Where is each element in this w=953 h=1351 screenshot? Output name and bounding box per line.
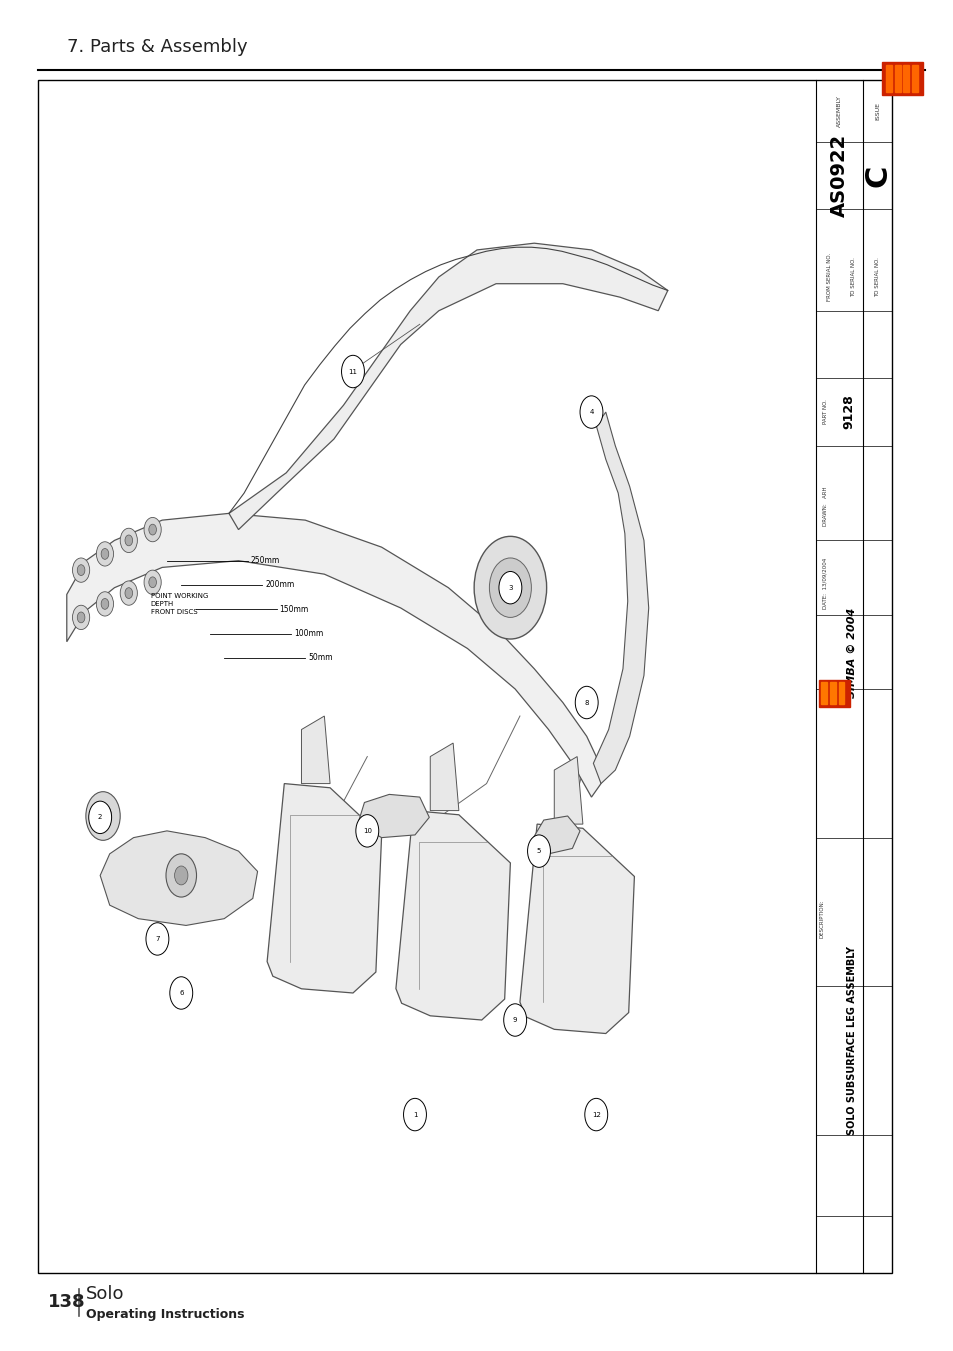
Text: DESCRIPTION:: DESCRIPTION: <box>819 900 824 938</box>
Polygon shape <box>529 816 579 854</box>
Text: TO SERIAL NO.: TO SERIAL NO. <box>874 257 880 297</box>
Polygon shape <box>267 784 381 993</box>
Circle shape <box>575 686 598 719</box>
Polygon shape <box>430 743 458 811</box>
Circle shape <box>527 835 550 867</box>
Circle shape <box>96 542 113 566</box>
Polygon shape <box>229 243 667 530</box>
Circle shape <box>72 605 90 630</box>
Text: 10: 10 <box>362 828 372 834</box>
Circle shape <box>94 804 112 828</box>
Text: 11: 11 <box>348 369 357 374</box>
Text: DRAWN:   ARH: DRAWN: ARH <box>821 486 827 527</box>
Text: AS0922: AS0922 <box>829 134 848 218</box>
Circle shape <box>403 1098 426 1131</box>
Text: 9128: 9128 <box>841 394 855 430</box>
Circle shape <box>355 815 378 847</box>
Circle shape <box>149 577 156 588</box>
Bar <box>829 682 835 704</box>
Circle shape <box>101 598 109 609</box>
Circle shape <box>149 524 156 535</box>
Polygon shape <box>519 824 634 1034</box>
Polygon shape <box>357 794 429 838</box>
Text: 7: 7 <box>155 936 159 942</box>
Bar <box>838 682 843 704</box>
Text: 3: 3 <box>508 585 512 590</box>
Text: 7. Parts & Assembly: 7. Parts & Assembly <box>67 38 247 57</box>
Text: 200mm: 200mm <box>265 581 294 589</box>
Text: 6: 6 <box>179 990 183 996</box>
Text: POINT WORKING
DEPTH
FRONT DISCS: POINT WORKING DEPTH FRONT DISCS <box>151 593 208 615</box>
Bar <box>38 80 891 1273</box>
Circle shape <box>500 574 519 601</box>
Bar <box>818 680 849 707</box>
Bar <box>911 65 917 92</box>
Polygon shape <box>593 412 648 784</box>
Circle shape <box>77 565 85 576</box>
Circle shape <box>144 570 161 594</box>
Polygon shape <box>395 811 510 1020</box>
Text: SIMBA © 2004: SIMBA © 2004 <box>846 608 856 697</box>
Text: Operating Instructions: Operating Instructions <box>86 1308 244 1321</box>
Circle shape <box>125 588 132 598</box>
Bar <box>902 65 908 92</box>
Text: 2: 2 <box>98 815 102 820</box>
Circle shape <box>578 688 595 712</box>
Text: 150mm: 150mm <box>279 605 309 613</box>
Text: C: C <box>862 165 891 186</box>
Text: 1: 1 <box>413 1112 416 1117</box>
Text: 250mm: 250mm <box>251 557 280 565</box>
Circle shape <box>144 517 161 542</box>
Circle shape <box>96 592 113 616</box>
Text: Solo: Solo <box>86 1285 124 1304</box>
Circle shape <box>489 558 531 617</box>
Text: PART NO.: PART NO. <box>821 400 827 424</box>
Text: DATE:  13/09/2004: DATE: 13/09/2004 <box>821 558 827 609</box>
Circle shape <box>101 549 109 559</box>
Circle shape <box>89 801 112 834</box>
Text: 100mm: 100mm <box>294 630 323 638</box>
Circle shape <box>86 792 120 840</box>
Text: ISSUE: ISSUE <box>874 101 880 120</box>
Polygon shape <box>554 757 582 824</box>
Text: 12: 12 <box>591 1112 600 1117</box>
Circle shape <box>120 528 137 553</box>
Circle shape <box>498 571 521 604</box>
Text: 5: 5 <box>537 848 540 854</box>
Text: 4: 4 <box>589 409 593 415</box>
Circle shape <box>584 1098 607 1131</box>
Text: 9: 9 <box>513 1017 517 1023</box>
Circle shape <box>125 535 132 546</box>
Circle shape <box>174 866 188 885</box>
Text: 8: 8 <box>584 700 588 705</box>
Circle shape <box>166 854 196 897</box>
Circle shape <box>474 536 546 639</box>
Bar <box>882 62 922 95</box>
Circle shape <box>146 923 169 955</box>
Text: 138: 138 <box>48 1293 85 1312</box>
Polygon shape <box>100 831 257 925</box>
Bar <box>894 65 900 92</box>
Circle shape <box>77 612 85 623</box>
Polygon shape <box>301 716 330 784</box>
Text: FROM SERIAL NO.: FROM SERIAL NO. <box>826 253 832 301</box>
Circle shape <box>579 396 602 428</box>
Text: SOLO SUBSURFACE LEG ASSEMBLY: SOLO SUBSURFACE LEG ASSEMBLY <box>846 946 856 1135</box>
Text: 50mm: 50mm <box>308 654 333 662</box>
Circle shape <box>341 355 364 388</box>
Circle shape <box>503 1004 526 1036</box>
Circle shape <box>72 558 90 582</box>
Circle shape <box>170 977 193 1009</box>
Circle shape <box>120 581 137 605</box>
Text: ASSEMBLY: ASSEMBLY <box>836 95 841 127</box>
Text: TO SERIAL NO.: TO SERIAL NO. <box>850 257 856 297</box>
Polygon shape <box>67 513 600 797</box>
Bar <box>821 682 826 704</box>
Bar <box>885 65 891 92</box>
